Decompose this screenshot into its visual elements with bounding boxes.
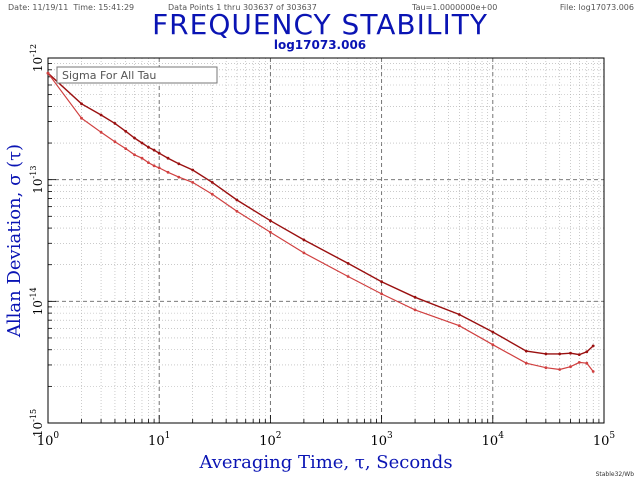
x-tick-label: 100: [37, 431, 60, 449]
data-point: [235, 198, 239, 202]
data-point: [346, 262, 350, 265]
data-point: [524, 361, 528, 365]
x-axis-label: Averaging Time, τ, Seconds: [198, 452, 452, 473]
header-tau: Tau=1.0000000e+00: [412, 3, 498, 12]
x-tick-label: 105: [593, 431, 616, 449]
data-point: [140, 141, 144, 145]
data-point: [166, 156, 170, 160]
series-line-1: [47, 72, 594, 356]
data-point: [113, 122, 117, 125]
data-point: [99, 130, 103, 134]
data-point: [569, 351, 572, 355]
data-point: [124, 147, 128, 151]
data-point: [177, 175, 181, 179]
data-point: [413, 295, 417, 299]
data-point: [157, 166, 161, 170]
footer-credit: Stable32/Wb: [595, 471, 634, 478]
data-point: [113, 140, 117, 144]
data-point: [380, 280, 383, 284]
data-point: [302, 238, 306, 242]
data-point: [585, 361, 589, 365]
data-point: [46, 71, 50, 75]
data-point: [147, 161, 150, 165]
data-point: [577, 361, 581, 364]
chart-title: FREQUENCY STABILITY: [152, 8, 488, 41]
data-point: [380, 292, 383, 296]
header-date: Date: 11/19/11: [8, 3, 69, 12]
data-point: [152, 164, 156, 168]
data-point: [585, 350, 589, 354]
data-point: [491, 330, 495, 334]
y-tick-label: 10-15: [29, 409, 45, 437]
data-point: [524, 349, 528, 353]
y-tick-label: 10-14: [29, 287, 45, 315]
data-point: [558, 368, 562, 371]
plot-frame: [47, 57, 605, 424]
data-point: [140, 156, 144, 160]
data-point: [544, 366, 548, 370]
data-point: [491, 343, 495, 347]
legend-frame: [56, 66, 218, 84]
data-point: [80, 102, 83, 106]
data-point: [457, 313, 461, 316]
legend-label: Sigma For All Tau: [62, 69, 156, 82]
data-point: [302, 251, 306, 255]
series-line-2: [47, 72, 594, 372]
legend: Sigma For All Tau: [56, 66, 218, 84]
data-point: [147, 145, 150, 149]
data-point: [191, 181, 195, 184]
header-time: Time: 15:41:29: [73, 3, 135, 12]
x-tick-label: 102: [259, 431, 281, 449]
data-point: [269, 230, 272, 234]
header-data-points: Data Points 1 thru 303637 of 303637: [168, 3, 317, 12]
data-point: [133, 136, 136, 140]
y-tick-label: 10-12: [29, 44, 45, 72]
data-point: [457, 324, 461, 328]
data-point: [577, 353, 581, 356]
tick-label-layer: 100 101 102 103 104 105 10-12 10-13 10-14 10-15: [29, 44, 615, 449]
data-point: [569, 365, 572, 369]
data-point: [133, 153, 136, 157]
x-tick-label: 103: [370, 431, 393, 449]
data-point: [413, 308, 417, 312]
data-point: [177, 162, 181, 166]
grid-layer: [48, 58, 604, 423]
data-point: [591, 344, 595, 348]
data-point: [80, 116, 83, 120]
data-point: [235, 209, 239, 213]
data-point: [166, 170, 170, 174]
data-point: [591, 370, 595, 373]
data-point: [544, 352, 548, 356]
data-point: [346, 275, 350, 278]
y-axis-label: Allan Deviation, σ (τ): [4, 144, 25, 338]
data-point: [269, 219, 272, 223]
data-point: [124, 129, 128, 133]
data-point: [191, 168, 195, 172]
header-date-time: Date: 11/19/11 Time: 15:41:29: [8, 3, 134, 12]
y-tick-label: 10-13: [29, 166, 45, 194]
x-tick-label: 101: [148, 431, 170, 449]
data-point: [99, 113, 103, 117]
x-tick-label: 104: [482, 431, 505, 449]
header-file: File: log17073.006: [559, 3, 634, 12]
data-point: [210, 181, 214, 184]
series-layer: [46, 71, 595, 373]
chart-subtitle: log17073.006: [273, 38, 367, 52]
data-point: [558, 352, 562, 356]
data-point: [210, 192, 214, 196]
data-point: [157, 151, 161, 155]
data-point: [152, 148, 156, 152]
